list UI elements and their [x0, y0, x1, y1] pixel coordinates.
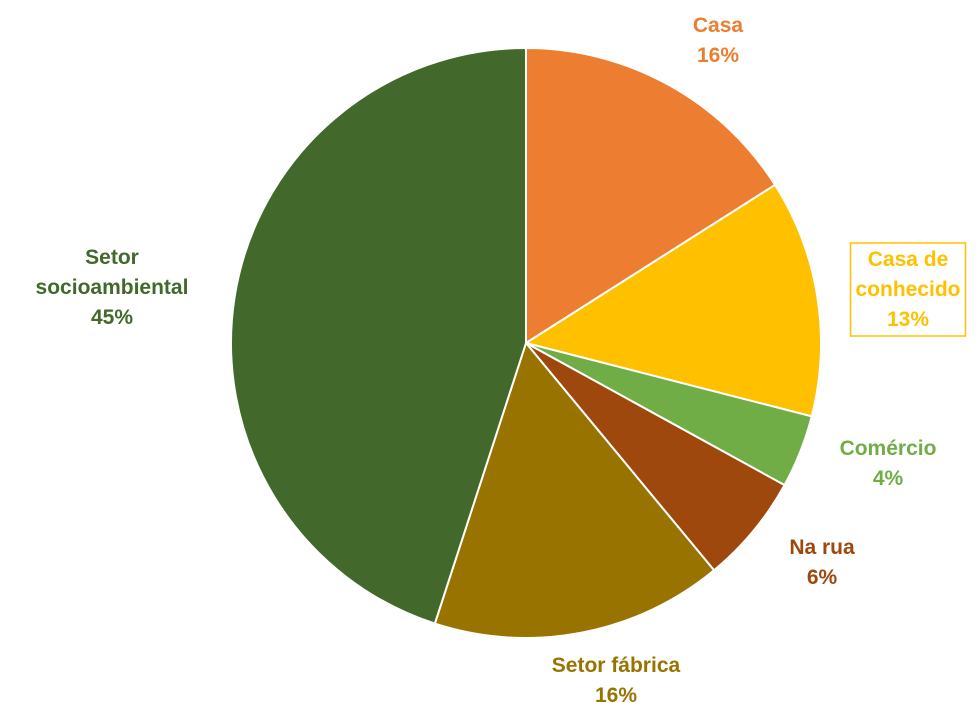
slice-label-3: Comércio 4%: [840, 437, 937, 490]
pie-slice-6: [230, 46, 527, 625]
slice-label-box: [849, 242, 967, 337]
slice-category-label: Setor: [85, 246, 139, 269]
slice-value-label: 16%: [697, 44, 739, 67]
slice-category-label: Setor fábrica: [552, 654, 681, 677]
slice-label-6: Setor socioambiental 45%: [36, 246, 189, 329]
slice-category-label: socioambiental: [36, 276, 189, 299]
pie-slices: [230, 46, 822, 639]
slice-value-label: 6%: [807, 566, 838, 589]
slice-value-label: 4%: [873, 467, 904, 490]
slice-label-5: Setor fábrica 16%: [552, 654, 681, 703]
slice-category-label: conhecido: [855, 278, 960, 301]
slice-value-label: 13%: [887, 308, 929, 331]
slice-label-2: Casa de conhecido 13%: [849, 242, 967, 337]
pie-slice-2: [523, 183, 822, 418]
slice-value-label: 45%: [91, 306, 133, 329]
slice-category-label: Casa: [693, 14, 744, 37]
slice-label-4: Na rua 6%: [789, 536, 855, 589]
slice-category-label: Casa de: [868, 248, 949, 271]
slice-category-label: Comércio: [840, 437, 937, 460]
pie-slice-1: [525, 46, 777, 345]
slice-value-label: 16%: [595, 684, 637, 703]
slice-labels: Casa 16% Casa de conhecido 13% Comércio 4% Na r…: [36, 14, 967, 703]
pie-slice-5: [433, 340, 716, 639]
slice-label-1: Casa 16%: [693, 14, 744, 67]
slice-category-label: Na rua: [789, 536, 855, 559]
